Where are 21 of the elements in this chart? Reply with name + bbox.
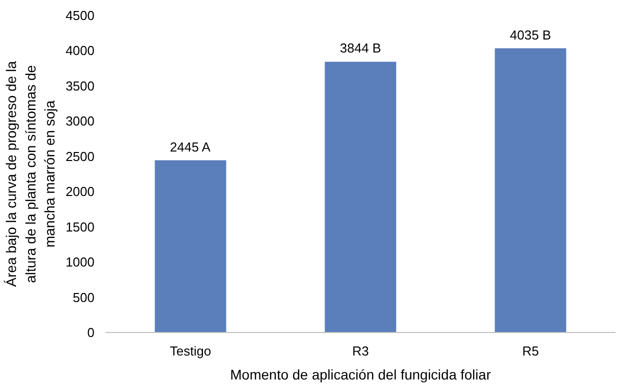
x-tick-label: R3: [352, 344, 369, 358]
y-tick-label: 2500: [66, 148, 94, 164]
x-tick-label: Testigo: [170, 344, 212, 358]
data-label: 4035 B: [510, 27, 552, 42]
y-tick-label: 3500: [66, 78, 94, 94]
y-tick-label: 2000: [66, 184, 94, 200]
y-tick-label: 1000: [66, 254, 94, 270]
y-tick-label: 3000: [66, 114, 94, 129]
y-tick-label: 500: [72, 290, 95, 305]
y-tick-label: 4500: [66, 8, 94, 23]
data-label: 2445 A: [170, 139, 211, 154]
bar: [324, 62, 396, 332]
y-tick-label: 0: [87, 325, 95, 340]
x-tick-label: R5: [522, 344, 539, 358]
y-tick-label: 1500: [66, 219, 94, 234]
x-axis-title: Momento de aplicación del fungicida foliar: [230, 366, 492, 382]
bar: [154, 160, 226, 332]
y-axis-title: Área bajo la curva de progreso de la altura de la planta con síntomas de mancha marrón en soja: [3, 60, 58, 287]
data-label: 3844 B: [340, 40, 382, 56]
bar: [494, 48, 566, 332]
y-tick-label: 4000: [66, 43, 94, 58]
